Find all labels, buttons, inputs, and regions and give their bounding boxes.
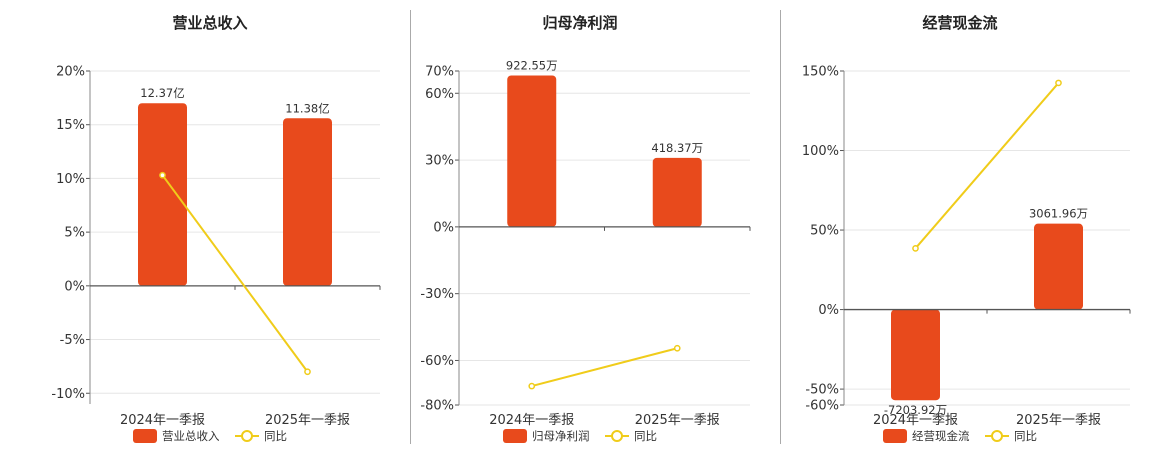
chart-1-title: 归母净利润 (542, 14, 617, 32)
chart-1-bar-label: 922.55万 (506, 58, 558, 72)
chart-0-ytick-label: 5% (64, 226, 85, 241)
chart-0-yoy-line (161, 174, 309, 373)
chart-2-ytick-label: -60% (805, 399, 839, 414)
chart-1-ytick-label: -30% (420, 287, 454, 302)
chart-1-ytick-label: -80% (420, 399, 454, 414)
chart-2-yoy-point (1055, 79, 1062, 87)
chart-2-ytick-label: -50% (805, 383, 839, 398)
chart-1-bar (652, 157, 702, 227)
chart-2-bar-label: 3061.96万 (1029, 207, 1088, 221)
chart-2-legend-bar-label: 经营现金流 (912, 429, 970, 443)
chart-0-title: 营业总收入 (172, 14, 247, 32)
chart-2-bar (891, 309, 940, 401)
chart-2-legend-line-marker (991, 430, 1003, 442)
chart-0-legend-bar-label: 营业总收入 (162, 429, 220, 443)
chart-2-ytick-label: 100% (802, 144, 839, 159)
chart-1-ytick-label: 70% (425, 65, 454, 80)
chart-1-ytick-label: 0% (433, 220, 454, 235)
chart-2-ytick-label: 50% (810, 224, 839, 239)
chart-0-yoy-point (304, 368, 311, 376)
panel-divider-2 (780, 10, 781, 444)
chart-2-ytick-label: 0% (818, 303, 839, 318)
chart-1-bar (507, 75, 557, 227)
chart-0-bar-label: 11.38亿 (285, 101, 329, 115)
chart-2-yoy-line (914, 82, 1060, 249)
chart-2-ytick-label: 150% (802, 65, 839, 80)
chart-1-legend-bar-swatch (503, 429, 527, 443)
chart-1-legend-line-label: 同比 (634, 429, 657, 443)
chart-0-bar (138, 103, 187, 286)
chart-1-bar-label: 418.37万 (651, 141, 703, 155)
chart-2-category-label: 2025年一季报 (1016, 413, 1101, 428)
chart-0-legend-line-label: 同比 (264, 429, 287, 443)
chart-2-title: 经营现金流 (922, 14, 997, 32)
chart-0-ytick-label: -10% (51, 387, 85, 402)
chart-1-ytick-label: -60% (420, 354, 454, 369)
chart-2-legend-bar-swatch (883, 429, 907, 443)
chart-0-category-label: 2025年一季报 (265, 413, 350, 428)
chart-0-bar (283, 118, 332, 286)
chart-0-category-label: 2024年一季报 (120, 413, 205, 428)
chart-2-bar (1034, 223, 1083, 310)
chart-2-yoy-point (912, 244, 919, 252)
chart-0-legend-bar-swatch (133, 429, 157, 443)
chart-1-ytick-label: 30% (425, 154, 454, 169)
chart-0-legend-line-marker (241, 430, 253, 442)
chart-2-legend-line-label: 同比 (1014, 429, 1037, 443)
chart-1-yoy-point (673, 344, 681, 352)
chart-1-legend-bar-label: 归母净利润 (532, 429, 590, 443)
chart-0-bar-label: 12.37亿 (140, 86, 184, 100)
panel-divider-1 (410, 10, 411, 444)
chart-1-yoy-point (528, 382, 536, 390)
chart-1-yoy-line (531, 347, 678, 388)
chart-1-category-label: 2025年一季报 (635, 413, 720, 428)
chart-2-bar-label: -7203.92万 (884, 403, 947, 417)
chart-2-category-label: 2024年一季报 (873, 413, 958, 428)
chart-1-ytick-label: 60% (425, 87, 454, 102)
chart-0-ytick-label: -5% (60, 333, 85, 348)
chart-0-yoy-point (159, 171, 166, 179)
chart-0-ytick-label: 0% (64, 279, 85, 294)
chart-0-ytick-label: 10% (56, 172, 85, 187)
chart-1-legend-line-marker (611, 430, 623, 442)
chart-0-ytick-label: 20% (56, 65, 85, 80)
chart-0-ytick-label: 15% (56, 118, 85, 133)
chart-1-category-label: 2024年一季报 (489, 413, 574, 428)
